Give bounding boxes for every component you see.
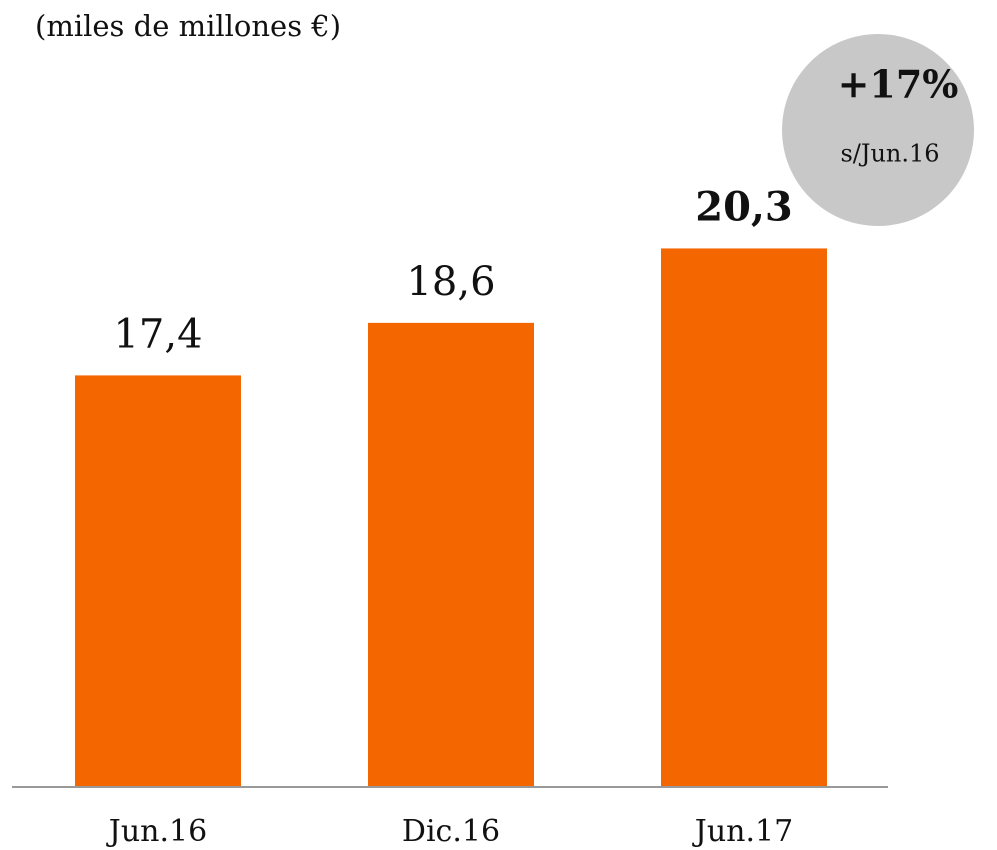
x-tick-label: Jun.16 [106,814,207,849]
value-label: 18,6 [406,259,495,305]
bar [368,322,534,787]
annotation-badge [782,34,974,226]
x-tick-label: Jun.17 [692,814,793,849]
bar [75,375,241,787]
bar [661,248,827,787]
value-label: 20,3 [695,183,792,230]
x-tick-label: Dic.16 [402,814,500,849]
annotation: +17% [838,62,959,107]
value-label: 17,4 [113,311,202,357]
chart-subtitle: (miles de millones €) [35,9,341,43]
annotation: s/Jun.16 [840,140,939,168]
